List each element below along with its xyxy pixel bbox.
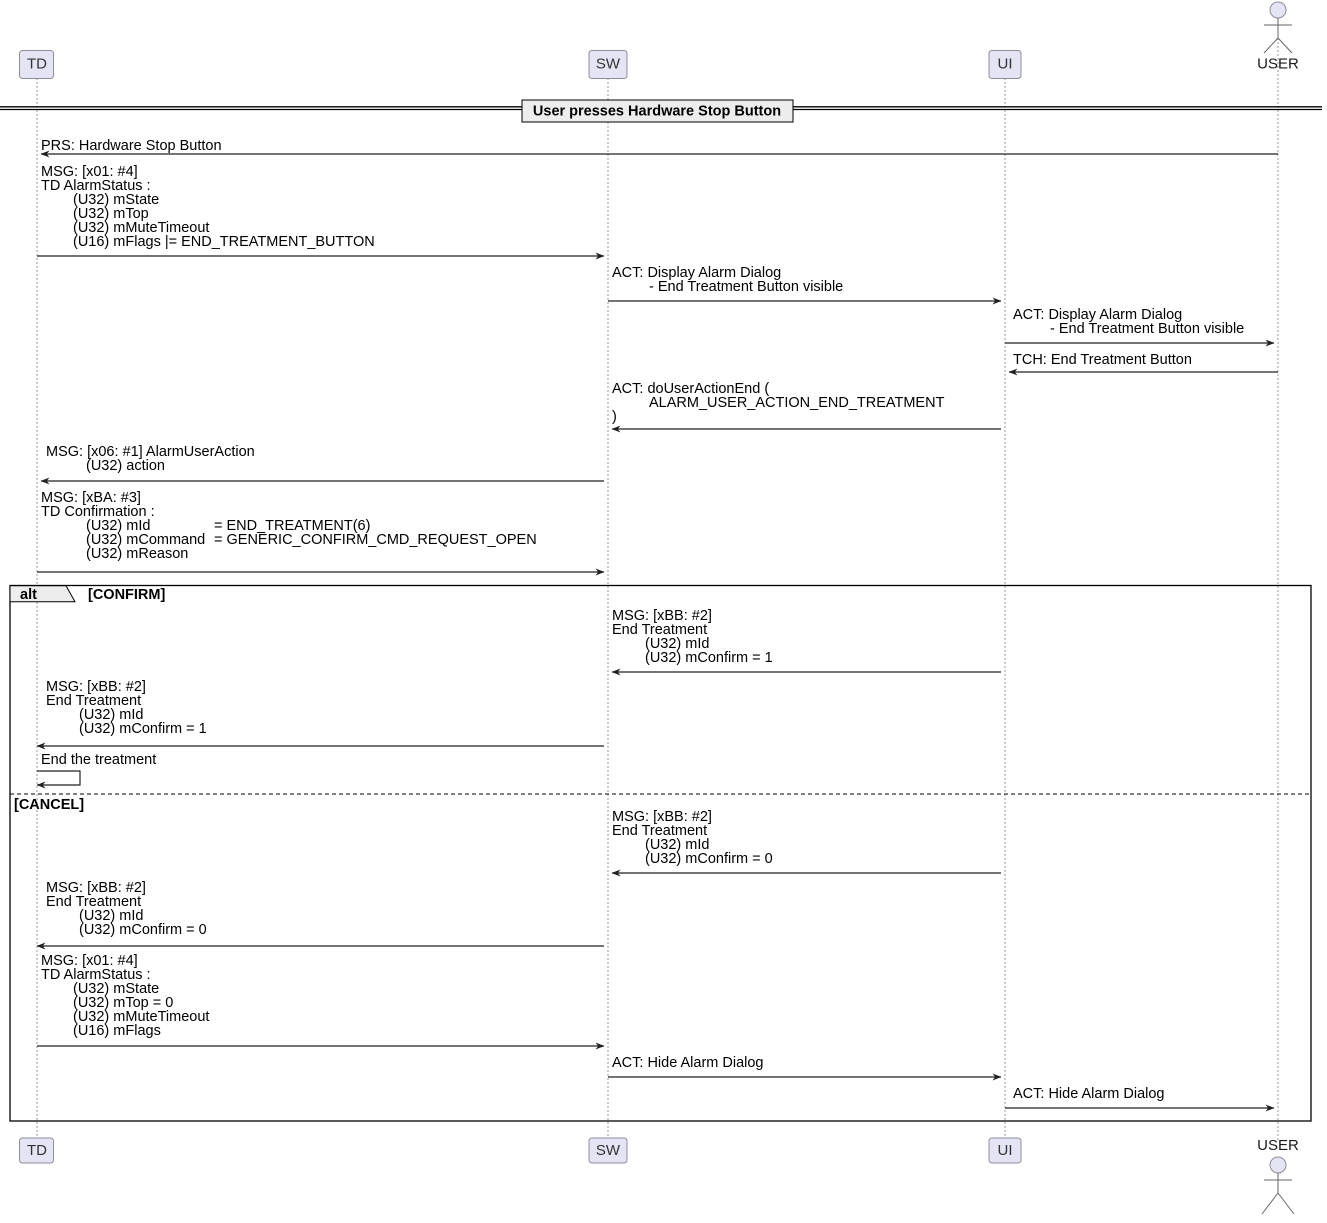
svg-text:SW: SW xyxy=(596,56,621,73)
svg-text:[CANCEL]: [CANCEL] xyxy=(14,797,84,813)
svg-text:USER: USER xyxy=(1257,56,1299,73)
svg-text:UI: UI xyxy=(998,56,1013,73)
svg-text:[CONFIRM]: [CONFIRM] xyxy=(88,587,165,603)
svg-text:End the treatment: End the treatment xyxy=(41,752,156,768)
svg-text:User presses Hardware Stop But: User presses Hardware Stop Button xyxy=(533,104,781,120)
svg-text:USER: USER xyxy=(1257,1137,1299,1154)
svg-text:- End Treatment Button visible: - End Treatment Button visible xyxy=(649,279,843,295)
svg-text:(U32) mConfirm = 1: (U32) mConfirm = 1 xyxy=(79,721,207,737)
svg-text:(U32) mConfirm = 0: (U32) mConfirm = 0 xyxy=(79,922,207,938)
svg-text:TD: TD xyxy=(27,1142,47,1159)
svg-text:(U16) mFlags: (U16) mFlags xyxy=(73,1023,161,1039)
svg-text:ACT: Hide Alarm Dialog: ACT: Hide Alarm Dialog xyxy=(612,1055,764,1071)
svg-text:UI: UI xyxy=(998,1142,1013,1159)
svg-text:SW: SW xyxy=(596,1142,621,1159)
svg-text:ACT: Hide Alarm Dialog: ACT: Hide Alarm Dialog xyxy=(1013,1086,1165,1102)
svg-text:- End Treatment Button visible: - End Treatment Button visible xyxy=(1050,321,1244,337)
svg-text:alt: alt xyxy=(20,587,37,603)
svg-text:): ) xyxy=(612,409,617,425)
svg-text:(U32) mConfirm = 1: (U32) mConfirm = 1 xyxy=(645,650,773,666)
svg-text:(U32) mConfirm = 0: (U32) mConfirm = 0 xyxy=(645,851,773,867)
svg-text:(U32) action: (U32) action xyxy=(86,458,165,474)
svg-text:ALARM_USER_ACTION_END_TREATMEN: ALARM_USER_ACTION_END_TREATMENT xyxy=(649,395,945,411)
svg-text:TCH: End Treatment Button: TCH: End Treatment Button xyxy=(1013,352,1192,368)
svg-text:(U32) mReason: (U32) mReason xyxy=(86,546,188,562)
svg-text:(U16) mFlags |= END_TREATMENT_: (U16) mFlags |= END_TREATMENT_BUTTON xyxy=(73,234,375,250)
svg-text:TD: TD xyxy=(27,56,47,73)
svg-text:PRS: Hardware Stop Button: PRS: Hardware Stop Button xyxy=(41,138,222,154)
